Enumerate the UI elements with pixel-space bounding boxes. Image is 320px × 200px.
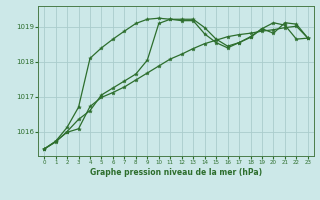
- X-axis label: Graphe pression niveau de la mer (hPa): Graphe pression niveau de la mer (hPa): [90, 168, 262, 177]
